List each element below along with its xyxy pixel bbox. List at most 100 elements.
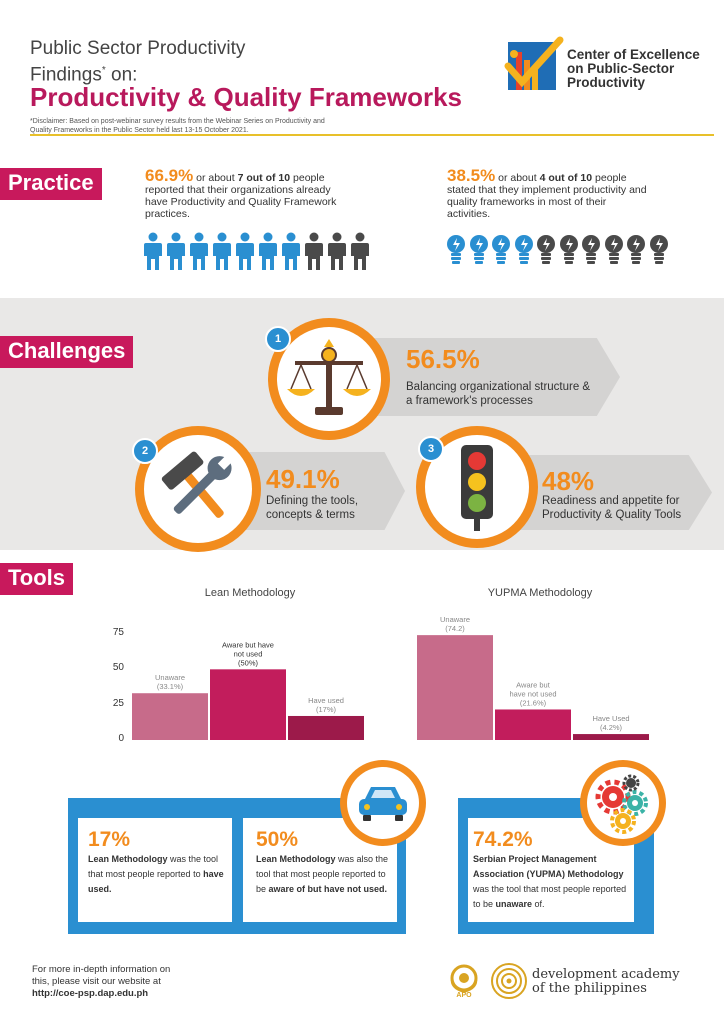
lean-svg: Unaware (33.1%) Aware but have not used (50%… [132, 640, 364, 740]
card-3-content: 74.2% Serbian Project Management Associa… [473, 828, 633, 912]
header-divider [30, 134, 714, 136]
section-label-tools: Tools [0, 563, 74, 595]
yupma-bar-2 [573, 734, 649, 740]
logo-text: Center of Excellence on Public-Sector Pr… [567, 47, 700, 90]
footer-line1: For more in-depth information on [32, 964, 171, 975]
person-icon [259, 232, 277, 270]
lean-label-1: Aware but have not used (50%) [222, 640, 274, 667]
lean-chart: Unaware (33.1%) Aware but have not used (50%… [130, 600, 370, 742]
challenge-1-pct: 56.5% [406, 344, 480, 374]
card-1-bold1: Lean Methodology [88, 854, 168, 864]
disclaimer: *Disclaimer: Based on post-webinar surve… [30, 118, 325, 134]
challenge-2-pct: 49.1% [266, 464, 340, 494]
challenge-1-text-line1: Balancing organizational structure & [406, 381, 591, 393]
yupma-label-0: Unaware (74.2) [440, 615, 470, 633]
lean-bar-2 [288, 715, 364, 740]
practice-left-pre: or about [193, 172, 238, 184]
person-icon [328, 232, 346, 270]
challenge-1-number: 1 [265, 326, 291, 352]
y-tick-0: 0 [118, 733, 124, 744]
challenge-2-text-line1: Defining the tools, [266, 495, 359, 507]
card-3-bold1: Serbian Project Management Association (… [473, 854, 624, 879]
card-3-text2: of. [532, 899, 545, 909]
dap-name: development academy of the philippines [532, 968, 712, 996]
challenge-1-circle [268, 318, 390, 440]
person-icon [236, 232, 254, 270]
card-3-text: Serbian Project Management Association (… [473, 852, 633, 912]
card-2-pct: 50% [256, 828, 299, 851]
footer-url-link[interactable]: http://coe-psp.dap.edu.ph [32, 988, 149, 999]
yupma-label-1: Aware but have not used (21.6%) [509, 680, 556, 707]
yupma-svg: Unaware (74.2) Aware but have not used (21.6… [417, 615, 649, 740]
card-1-text: Lean Methodology was the tool that most … [88, 852, 228, 897]
person-icon [190, 232, 208, 270]
lightbulb-icon [469, 235, 488, 264]
findings-text: Findings [30, 64, 102, 86]
page-title: Productivity & Quality Frameworks [30, 82, 463, 112]
practice-right-text: 38.5% or about 4 out of 10 people stated… [447, 167, 647, 220]
card-2-content: 50% Lean Methodology was also the tool t… [256, 828, 392, 897]
card-2-text: Lean Methodology was also the tool that … [256, 852, 392, 897]
challenge-3-number: 3 [418, 436, 444, 462]
lightbulb-icon [537, 235, 555, 264]
challenge-2-text: Defining the tools, concepts & terms [266, 494, 406, 522]
people-icon-row [143, 232, 373, 277]
car-circle-inner [347, 767, 419, 839]
lean-chart-title: Lean Methodology [204, 587, 296, 599]
person-icon [282, 232, 300, 270]
card-3-bold2: unaware [495, 899, 533, 909]
challenge-2-circle-inner [144, 435, 252, 543]
lean-label-2: Have used (17%) [308, 696, 344, 714]
card-lean-used [78, 818, 232, 922]
yupma-label-2: Have Used (4.2%) [592, 714, 629, 732]
y-tick-25: 25 [112, 698, 124, 709]
car-circle [340, 760, 426, 846]
person-icon [213, 232, 231, 270]
challenge-2-text-line2: concepts & terms [266, 509, 355, 521]
lean-label-0: Unaware (33.1%) [155, 673, 185, 691]
card-2-bold1: Lean Methodology [256, 854, 336, 864]
gears-circle [580, 760, 666, 846]
yupma-bar-1 [495, 709, 571, 740]
person-icon [144, 232, 162, 270]
person-icon [167, 232, 185, 270]
on-text: on: [105, 64, 138, 86]
lean-bar-0 [132, 693, 208, 740]
challenge-3-text: Readiness and appetite for Productivity … [542, 494, 712, 522]
practice-left-count: 7 out of 10 [237, 172, 291, 184]
coe-logo-icon [502, 34, 564, 96]
section-label-practice: Practice [0, 168, 102, 200]
lightbulb-icon [582, 235, 600, 264]
dap-seal-icon [490, 962, 528, 1000]
challenge-3-text-line1: Readiness and appetite for [542, 495, 680, 507]
card-3-pct: 74.2% [473, 828, 533, 851]
challenge-1-text-line2: a framework's processes [406, 395, 533, 407]
gears-icon [595, 774, 648, 834]
yupma-bar-0 [417, 635, 493, 740]
y-tick-50: 50 [112, 662, 124, 673]
practice-left-pct: 66.9% [145, 166, 194, 185]
traffic-light-icon [461, 445, 493, 531]
car-icon [359, 787, 407, 821]
challenge-2-number: 2 [132, 438, 158, 464]
dap-line2: of the philippines [532, 981, 647, 996]
practice-right-post: people stated that they implement produc… [447, 172, 647, 220]
card-2-bold2: aware of but have not used. [268, 884, 388, 894]
apo-text: APO [456, 992, 472, 999]
yupma-chart: Unaware (74.2) Aware but have not used (21.6… [415, 600, 655, 742]
lightbulb-icon [447, 235, 465, 264]
practice-left-post: people reported that their organizations… [145, 172, 337, 220]
lightbulb-icon [649, 235, 668, 264]
person-icon [351, 232, 369, 270]
tools-icon [161, 451, 233, 518]
lightbulb-icon [604, 235, 623, 264]
section-label-challenges: Challenges [0, 336, 134, 368]
header-title: Public Sector Productivity Findings* on: [30, 38, 245, 86]
challenge-1-circle-inner [277, 327, 381, 431]
practice-right-pre: or about [495, 172, 540, 184]
header-title-line1: Public Sector Productivity [30, 38, 246, 59]
practice-right-pct: 38.5% [447, 166, 496, 185]
challenge-3-text-line2: Productivity & Quality Tools [542, 509, 682, 521]
footer-info: For more in-depth information on this, p… [32, 964, 232, 1000]
apo-logo-icon: APO [446, 962, 482, 1002]
